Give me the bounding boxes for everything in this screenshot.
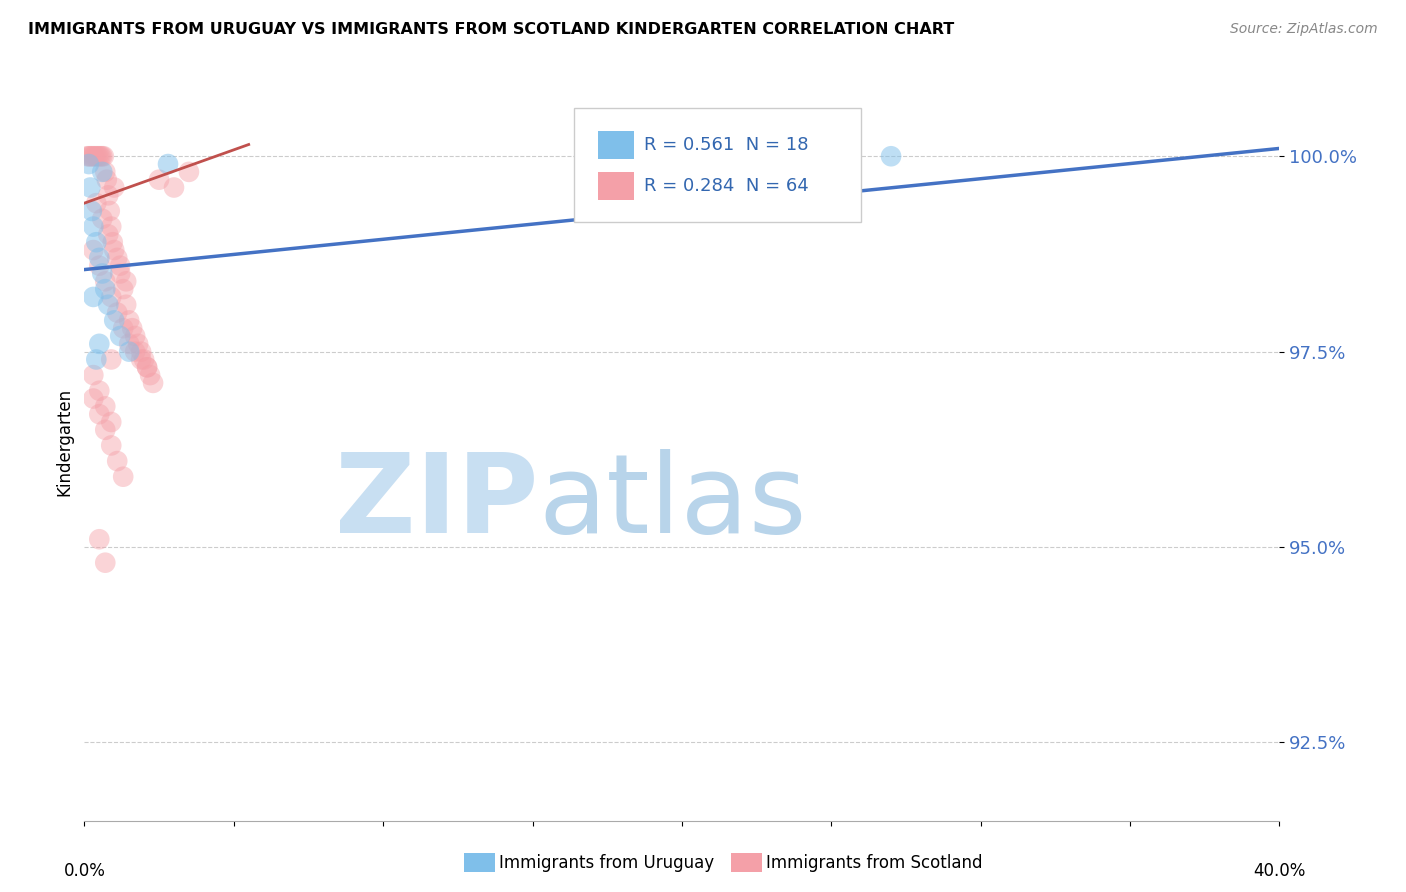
Point [86, 149, 108, 163]
Point [82, 243, 104, 257]
Point [100, 219, 122, 234]
Point [77, 157, 100, 171]
FancyBboxPatch shape [575, 108, 862, 221]
Text: atlas: atlas [538, 449, 807, 556]
Text: Immigrants from Uruguay: Immigrants from Uruguay [499, 854, 714, 871]
Point [94, 274, 117, 288]
Point [115, 274, 138, 288]
Point [177, 165, 200, 179]
Point [103, 243, 125, 257]
Point [97, 188, 120, 202]
Point [77, 149, 100, 163]
Point [98, 203, 121, 218]
Point [87, 149, 110, 163]
Point [100, 352, 122, 367]
Text: 0.0%: 0.0% [63, 863, 105, 880]
Point [94, 400, 117, 414]
Text: IMMIGRANTS FROM URUGUAY VS IMMIGRANTS FROM SCOTLAND KINDERGARTEN CORRELATION CHA: IMMIGRANTS FROM URUGUAY VS IMMIGRANTS FR… [28, 22, 955, 37]
Point [118, 336, 141, 351]
Point [127, 336, 149, 351]
Point [118, 344, 141, 359]
Text: R = 0.284  N = 64: R = 0.284 N = 64 [644, 177, 808, 195]
Point [82, 290, 104, 304]
Point [89, 149, 111, 163]
Point [105, 454, 128, 468]
Point [89, 384, 111, 398]
Point [103, 180, 125, 194]
Point [97, 227, 120, 242]
Point [100, 290, 122, 304]
Point [89, 407, 111, 421]
Point [100, 438, 122, 452]
Y-axis label: Kindergarten: Kindergarten [55, 387, 73, 496]
Point [163, 180, 186, 194]
Point [110, 259, 132, 273]
Point [110, 329, 132, 343]
Point [96, 172, 118, 186]
Point [94, 423, 117, 437]
Bar [599, 171, 634, 201]
Point [112, 282, 135, 296]
Point [89, 259, 111, 273]
Point [82, 219, 104, 234]
Bar [599, 130, 634, 160]
Point [118, 313, 141, 327]
Point [100, 415, 122, 429]
Point [89, 533, 111, 547]
Point [101, 235, 124, 250]
Point [79, 149, 101, 163]
Point [112, 469, 135, 483]
Point [112, 321, 135, 335]
Point [124, 329, 146, 343]
Text: Immigrants from Scotland: Immigrants from Scotland [766, 854, 983, 871]
Point [79, 180, 101, 194]
Point [94, 282, 117, 296]
Text: Source: ZipAtlas.com: Source: ZipAtlas.com [1230, 22, 1378, 37]
Point [105, 305, 128, 319]
Text: R = 0.561  N = 18: R = 0.561 N = 18 [644, 136, 808, 154]
Point [80, 149, 103, 163]
Point [157, 157, 180, 171]
Point [93, 149, 115, 163]
Point [89, 336, 111, 351]
Point [86, 196, 108, 211]
Point [80, 203, 103, 218]
Point [91, 267, 114, 281]
Point [103, 313, 125, 327]
Point [132, 352, 156, 367]
Point [121, 321, 143, 335]
Point [129, 352, 152, 367]
Point [880, 149, 903, 163]
Text: ZIP: ZIP [335, 449, 538, 556]
Point [82, 368, 104, 383]
Point [76, 149, 98, 163]
Point [115, 298, 138, 312]
Point [97, 298, 120, 312]
Point [90, 149, 112, 163]
Point [89, 251, 111, 265]
Point [105, 251, 128, 265]
Text: 40.0%: 40.0% [1253, 863, 1306, 880]
Point [86, 352, 108, 367]
Point [110, 267, 132, 281]
Point [124, 344, 146, 359]
Point [91, 211, 114, 226]
Point [148, 172, 170, 186]
Point [83, 149, 105, 163]
Point [91, 165, 114, 179]
Point [136, 360, 159, 375]
Point [139, 368, 162, 383]
Point [82, 392, 104, 406]
Point [86, 235, 108, 250]
Point [136, 360, 159, 375]
Point [94, 556, 117, 570]
Point [82, 149, 104, 163]
Point [129, 344, 152, 359]
Point [91, 149, 114, 163]
Point [94, 165, 117, 179]
Point [142, 376, 165, 390]
